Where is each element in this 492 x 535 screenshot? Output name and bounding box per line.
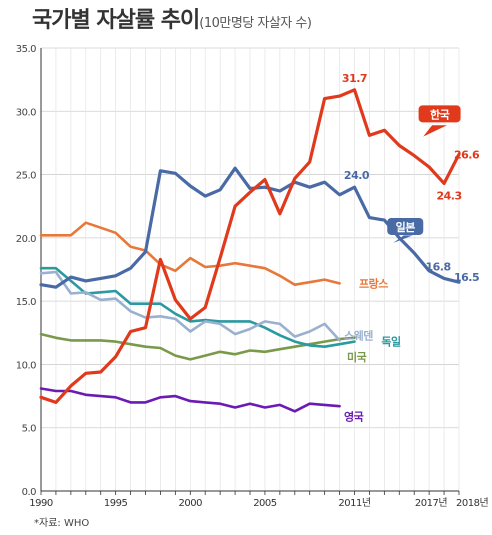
y-tick-label: 20.0 [16, 234, 36, 245]
series-badge-label: 일본 [396, 220, 416, 234]
series-name-label: 프랑스 [359, 277, 388, 290]
badge-pointer [423, 125, 448, 137]
series-name-label: 영국 [344, 410, 364, 423]
series-line-2 [39, 221, 341, 287]
series-badge [418, 105, 461, 123]
series-line-4 [39, 266, 356, 349]
data-label: 16.8 [426, 260, 451, 273]
chart-subtitle: (10만명당 자살자 수) [199, 16, 312, 31]
x-tick-label: 2011년 [338, 497, 370, 509]
data-label: 31.7 [342, 72, 367, 85]
series-line-3 [39, 270, 341, 342]
x-tick-label: 2018년 [456, 497, 488, 509]
data-label: 24.3 [437, 189, 462, 202]
series-name-label: 스웨덴 [344, 328, 373, 342]
data-label: 26.6 [454, 148, 480, 161]
series-badge-label: 한국 [430, 107, 450, 121]
y-tick-label: 35.0 [16, 44, 36, 55]
series-name-label: 독일 [381, 335, 401, 349]
chart-title-block: 국가별 자살률 추이(10만명당 자살자 수) [32, 8, 312, 33]
series-line-0 [39, 88, 461, 404]
data-label: 24.0 [344, 169, 370, 182]
series-line-5 [39, 332, 356, 361]
y-tick-label: 5.0 [22, 424, 37, 435]
y-tick-label: 25.0 [16, 171, 36, 182]
chart-title: 국가별 자살률 추이 [32, 8, 200, 33]
series-badge [387, 217, 424, 235]
y-tick-label: 0.0 [22, 487, 37, 498]
y-tick-label: 30.0 [16, 107, 36, 118]
series-line-6 [39, 387, 341, 413]
x-tick-label: 2000 [179, 498, 203, 509]
source-note: *자료: WHO [34, 518, 90, 529]
y-tick-label: 15.0 [16, 297, 36, 308]
x-tick-label: 2017년 [415, 497, 447, 509]
series-name-label: 미국 [347, 350, 367, 364]
data-label: 16.5 [454, 271, 479, 284]
x-tick-label: 1995 [104, 498, 128, 509]
badge-pointer [393, 235, 413, 243]
y-tick-label: 10.0 [16, 360, 36, 371]
x-tick-label: 2005 [253, 498, 277, 509]
x-tick-label: 1990 [29, 498, 53, 509]
